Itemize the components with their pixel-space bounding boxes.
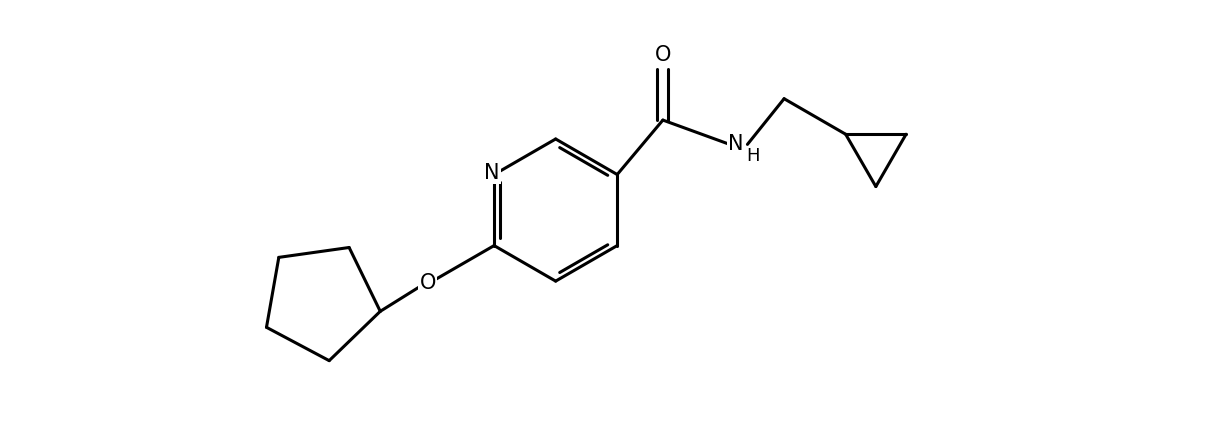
Text: N: N — [728, 134, 743, 155]
Text: O: O — [654, 45, 671, 65]
Text: H: H — [747, 147, 760, 165]
Text: O: O — [419, 273, 436, 293]
Text: N: N — [485, 163, 499, 183]
